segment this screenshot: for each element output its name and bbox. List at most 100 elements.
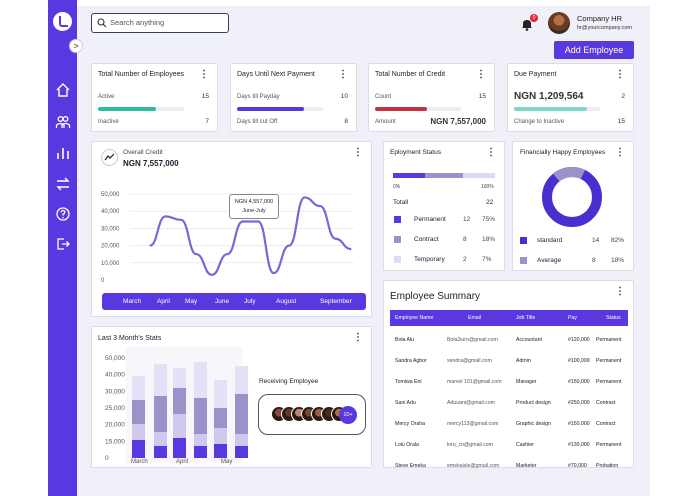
sidebar: [48, 0, 77, 496]
more-options-icon[interactable]: ⋮: [615, 147, 625, 158]
stat-row-value: 15: [201, 93, 209, 100]
stat-card: ⋮ Due Payment NGN 1,209,564 2 Change to Inac…: [507, 63, 634, 132]
table-cell: #250,000: [568, 400, 590, 406]
table-cell: Sani Adu: [395, 400, 416, 406]
month-label[interactable]: March: [123, 298, 142, 305]
more-options-icon[interactable]: ⋮: [615, 69, 625, 80]
table-cell: marvel 101@gmail.com: [447, 379, 502, 385]
month-label[interactable]: April: [157, 298, 171, 305]
legend-count: 2: [463, 256, 467, 263]
progress-bar: [98, 107, 184, 111]
y-tick-label: 50,000: [101, 192, 120, 198]
avatar[interactable]: [548, 12, 570, 34]
bar-segment: [154, 432, 167, 446]
table-cell: Product design: [516, 400, 551, 406]
bell-icon: [522, 20, 532, 31]
help-icon[interactable]: [55, 206, 71, 222]
y-tick-label: 20,000: [105, 422, 125, 429]
more-options-icon[interactable]: ⋮: [476, 69, 486, 80]
app-logo[interactable]: [53, 12, 72, 31]
credit-point: [211, 274, 213, 276]
table-cell: mercy113@gmail.com: [447, 421, 499, 427]
table-row[interactable]: Mercy Oraha mercy113@gmail.com Graphic des…: [390, 416, 628, 430]
logout-icon[interactable]: [55, 236, 71, 252]
stat-row-value: NGN 7,557,000: [430, 117, 486, 126]
notification-badge: 0: [530, 14, 538, 22]
receiving-employee-group[interactable]: 10+: [258, 394, 366, 435]
legend-label: Temporary: [414, 256, 445, 263]
stat-card: ⋮ Total Number of Employees Active 15 Inacti…: [91, 63, 218, 132]
more-options-icon[interactable]: ⋮: [615, 286, 625, 297]
y-tick-label: 40,000: [101, 209, 120, 215]
stat-card: ⋮ Total Number of Credit Count 15 Amount NGN …: [368, 63, 495, 132]
more-options-icon[interactable]: ⋮: [353, 147, 363, 158]
month-label: May: [221, 459, 232, 465]
table-cell: Cashier: [516, 442, 534, 448]
home-icon[interactable]: [55, 82, 71, 98]
bar-segment: [214, 428, 227, 444]
stat-row-value: 15: [478, 93, 486, 100]
bar-segment: [235, 446, 248, 458]
happy-title: Financially Happy Employees: [520, 149, 606, 156]
progress-bar: [375, 107, 461, 111]
more-options-icon[interactable]: ⋮: [338, 69, 348, 80]
bar-segment: [173, 438, 186, 458]
summary-table-header: Employee Name Email Job Title Pay Status: [390, 310, 628, 326]
search-placeholder: Search anything: [110, 18, 165, 27]
sidebar-toggle-button[interactable]: >: [69, 39, 83, 53]
table-cell: Accountant: [516, 337, 542, 343]
more-options-icon[interactable]: ⋮: [199, 69, 209, 80]
more-employees-badge: 10+: [339, 406, 357, 424]
more-options-icon[interactable]: ⋮: [486, 147, 496, 158]
search-input[interactable]: Search anything: [91, 13, 229, 33]
legend-label: Permanent: [414, 216, 446, 223]
table-cell: Bola Alu: [395, 337, 415, 343]
y-tick-label: 50,000: [105, 355, 125, 362]
month-label[interactable]: July: [244, 298, 256, 305]
add-employee-button[interactable]: Add Employee: [554, 41, 634, 59]
table-row[interactable]: Bola Alu Bola2iuro@gmail.com Accountant #12…: [390, 332, 628, 346]
table-row[interactable]: Sani Adu Aduuani@gmail.com Product design #…: [390, 395, 628, 409]
table-row[interactable]: Tomiwa Eni marvel 101@gmail.com Manager #15…: [390, 374, 628, 388]
table-row[interactable]: Sandra Agbor xendra@gmail.com Admin #100,00…: [390, 353, 628, 367]
month-label[interactable]: September: [320, 298, 352, 305]
table-row[interactable]: Steve Emeka emekaisle@gmail.com Marketer #7…: [390, 458, 628, 472]
bar-segment: [173, 388, 186, 414]
legend-count: 8: [463, 236, 467, 243]
col-pay: Pay: [568, 315, 577, 321]
bar-segment: [235, 394, 248, 434]
bar-segment: [173, 368, 186, 388]
month-label[interactable]: June: [215, 298, 230, 305]
table-cell: Steve Emeka: [395, 463, 426, 469]
users-icon[interactable]: [55, 114, 71, 130]
y-tick-label: 40,000: [105, 372, 125, 379]
credit-point: [226, 253, 228, 255]
y-tick-label: 30,000: [101, 226, 120, 232]
table-cell: xendra@gmail.com: [447, 358, 492, 364]
table-cell: Permanent: [596, 358, 622, 364]
happy-donut-chart: [542, 167, 602, 227]
table-row[interactable]: Lolu Orala loru_cn@gmail.com Cashier #130,0…: [390, 437, 628, 451]
month-label[interactable]: May: [185, 298, 198, 305]
table-cell: #100,000: [568, 358, 590, 364]
credit-point: [319, 205, 321, 207]
transfer-icon[interactable]: [55, 176, 71, 192]
bar-segment: [194, 434, 207, 446]
table-cell: Permanent: [596, 337, 622, 343]
progress-bar: [237, 107, 323, 111]
scale-min: 0%: [393, 184, 401, 190]
notification-bell[interactable]: 0: [521, 14, 538, 31]
legend-label: standard: [537, 237, 563, 244]
progress-fill: [514, 107, 588, 111]
bar-segment: [194, 362, 207, 398]
search-icon: [97, 18, 107, 28]
stat-row-label: Count: [375, 94, 392, 100]
more-options-icon[interactable]: ⋮: [353, 332, 363, 343]
col-name: Employee Name: [395, 315, 434, 321]
chart-icon[interactable]: [55, 145, 71, 161]
stat-title: Total Number of Credit: [375, 71, 446, 78]
month-label[interactable]: August: [276, 298, 297, 305]
stat-row-value: 2: [621, 93, 625, 100]
summary-title: Employee Summary: [390, 291, 481, 302]
